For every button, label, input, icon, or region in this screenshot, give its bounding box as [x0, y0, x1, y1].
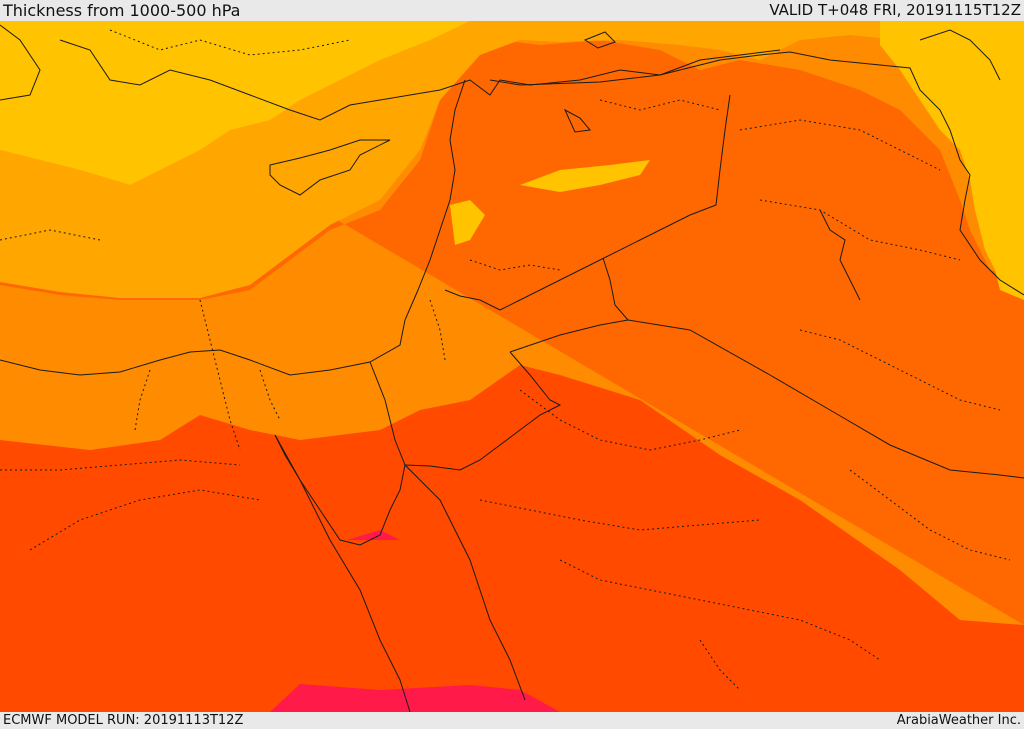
band-2	[0, 21, 1024, 298]
coastlines	[0, 24, 1001, 712]
band-1-lebanon	[450, 200, 485, 245]
header-bar: Thickness from 1000-500 hPa VALID T+048 …	[0, 0, 1024, 21]
borders	[404, 51, 1024, 479]
band-1-east	[880, 21, 1024, 300]
province-lines	[0, 29, 1011, 691]
band-1	[0, 21, 470, 185]
thickness-map	[0, 21, 1024, 712]
credit: ArabiaWeather Inc.	[896, 713, 1021, 728]
model-run: ECMWF MODEL RUN: 20191113T12Z	[3, 713, 244, 728]
map-title: Thickness from 1000-500 hPa	[3, 1, 241, 20]
band-1-syria	[520, 160, 650, 192]
footer-bar: ECMWF MODEL RUN: 20191113T12Z ArabiaWeat…	[0, 712, 1024, 729]
valid-time: VALID T+048 FRI, 20191115T12Z	[769, 1, 1021, 19]
